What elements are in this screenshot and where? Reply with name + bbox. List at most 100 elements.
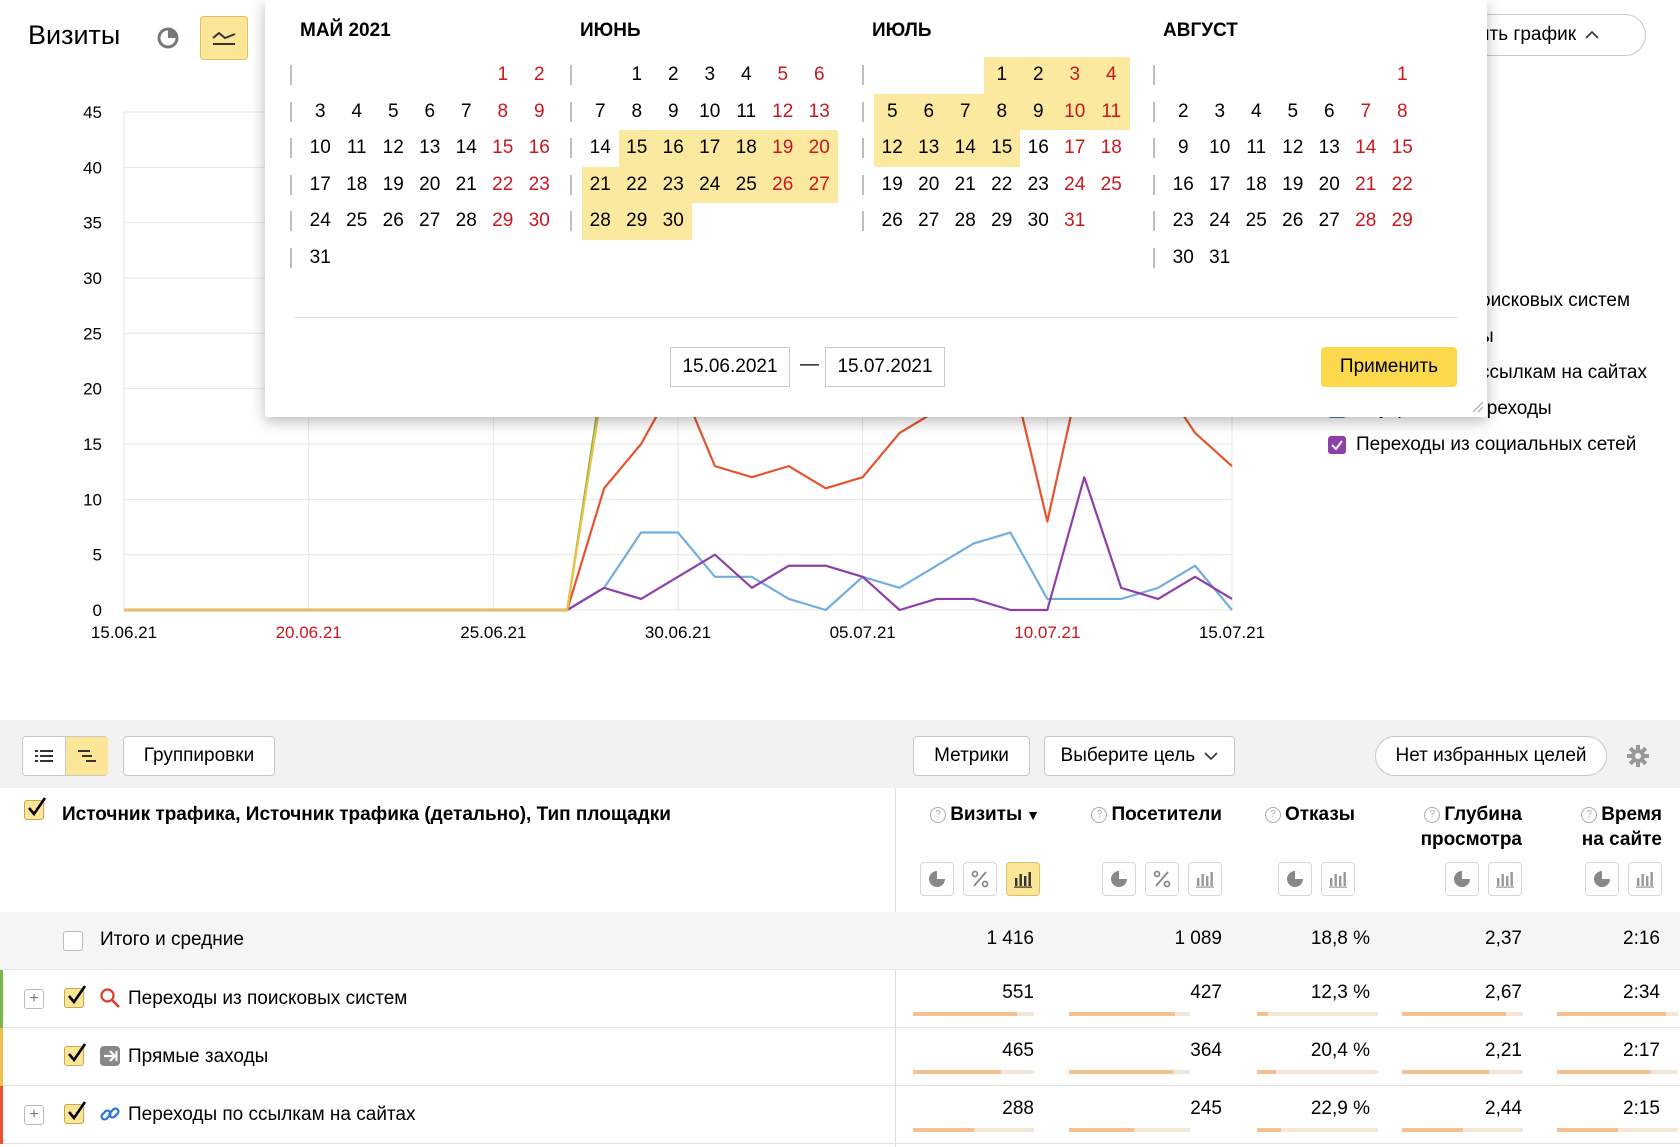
- row-checkbox[interactable]: [64, 1043, 87, 1066]
- calendar-day[interactable]: 5: [1287, 100, 1299, 122]
- calendar-day[interactable]: 15: [618, 130, 655, 167]
- calendar-day[interactable]: 4: [1093, 57, 1130, 94]
- calendar-day[interactable]: 8: [983, 93, 1020, 130]
- pie-chart-button[interactable]: [150, 22, 186, 54]
- calendar-day[interactable]: 17: [691, 130, 728, 167]
- calendar-day[interactable]: 12: [874, 130, 911, 167]
- percent-view-button[interactable]: [1145, 862, 1179, 896]
- calendar-day[interactable]: 21: [455, 173, 477, 195]
- calendar-day[interactable]: 7: [460, 100, 472, 122]
- row-label[interactable]: Переходы по ссылкам на сайтах: [128, 1104, 416, 1125]
- total-checkbox[interactable]: [63, 931, 83, 951]
- calendar-day[interactable]: 4: [740, 64, 752, 85]
- calendar-day[interactable]: 20: [1318, 173, 1340, 195]
- sort-desc-icon[interactable]: ▼: [1022, 807, 1040, 823]
- calendar-day[interactable]: 4: [1250, 100, 1262, 122]
- calendar-day[interactable]: 15: [983, 130, 1020, 167]
- calendar-day[interactable]: 29: [991, 210, 1013, 231]
- table-row[interactable]: Прямые заходы 465 364 20,4 % 2,21 2:17: [0, 1028, 1680, 1086]
- calendar-day[interactable]: 25: [1245, 210, 1267, 231]
- date-to-input[interactable]: 15.07.2021: [825, 347, 945, 387]
- legend-item[interactable]: оисковых систем: [1480, 290, 1630, 312]
- calendar-day[interactable]: 7: [1360, 100, 1372, 122]
- calendar-day[interactable]: 11: [346, 137, 367, 158]
- calendar-day[interactable]: 24: [1209, 210, 1231, 231]
- calendar-day[interactable]: 21: [582, 166, 619, 203]
- calendar-day[interactable]: 25: [728, 166, 765, 203]
- calendar-day[interactable]: 11: [736, 100, 757, 122]
- calendar-day[interactable]: 24: [309, 210, 331, 231]
- bar-view-button[interactable]: [1488, 862, 1522, 896]
- calendar-day[interactable]: 19: [764, 130, 801, 167]
- calendar-day[interactable]: 15: [492, 137, 514, 158]
- calendar-day[interactable]: 2: [667, 64, 679, 85]
- calendar-day[interactable]: 5: [777, 64, 789, 85]
- favorite-goals-button[interactable]: Нет избранных целей: [1375, 736, 1607, 776]
- pie-view-button[interactable]: [1278, 862, 1312, 896]
- calendar-day[interactable]: 27: [419, 210, 441, 231]
- calendar-day[interactable]: 5: [387, 100, 399, 122]
- calendar-day[interactable]: 29: [1391, 210, 1413, 231]
- calendar-day[interactable]: 7: [594, 100, 606, 122]
- calendar-day[interactable]: 18: [1245, 173, 1267, 195]
- calendar-day[interactable]: 3: [314, 100, 326, 122]
- calendar-day[interactable]: 29: [492, 210, 514, 231]
- calendar-day[interactable]: 13: [910, 130, 947, 167]
- bar-view-button[interactable]: [1006, 862, 1040, 896]
- calendar-day[interactable]: 22: [492, 173, 514, 195]
- calendar-day[interactable]: 30: [655, 203, 692, 240]
- expand-icon[interactable]: +: [24, 989, 44, 1009]
- select-goal-dropdown[interactable]: Выберите цель: [1044, 736, 1235, 776]
- calendar-day[interactable]: 14: [455, 137, 477, 158]
- calendar-day[interactable]: 10: [1209, 137, 1231, 158]
- calendar-day[interactable]: 19: [881, 173, 903, 195]
- pie-view-button[interactable]: [1102, 862, 1136, 896]
- calendar-day[interactable]: 10: [1056, 93, 1093, 130]
- calendar-day[interactable]: 21: [954, 173, 976, 195]
- column-header[interactable]: ? Посетители: [1091, 802, 1222, 827]
- calendar-day[interactable]: 29: [618, 203, 655, 240]
- apply-button[interactable]: Применить: [1321, 347, 1457, 387]
- calendar-day[interactable]: 3: [1056, 57, 1093, 94]
- pie-view-button[interactable]: [920, 862, 954, 896]
- calendar-day[interactable]: 12: [1282, 137, 1304, 158]
- calendar-day[interactable]: 17: [1209, 173, 1231, 195]
- calendar-day[interactable]: 23: [655, 166, 692, 203]
- column-header[interactable]: ? Отказы: [1264, 802, 1355, 827]
- calendar-day[interactable]: 15: [1391, 137, 1413, 158]
- calendar-day[interactable]: 11: [1246, 137, 1267, 158]
- column-header[interactable]: ? Визиты ▼: [930, 802, 1040, 828]
- calendar-day[interactable]: 4: [351, 100, 363, 122]
- calendar-day[interactable]: 27: [801, 166, 838, 203]
- calendar-day[interactable]: 9: [1020, 93, 1057, 130]
- calendar-day[interactable]: 6: [424, 100, 436, 122]
- calendar-day[interactable]: 2: [533, 64, 545, 85]
- column-header[interactable]: ? Время на сайте: [1581, 802, 1662, 852]
- calendar-day[interactable]: 12: [382, 137, 404, 158]
- calendar-day[interactable]: 26: [1282, 210, 1304, 231]
- calendar-day[interactable]: 8: [497, 100, 509, 122]
- percent-view-button[interactable]: [963, 862, 997, 896]
- resize-handle-icon[interactable]: [1473, 402, 1483, 412]
- calendar-day[interactable]: 30: [1027, 210, 1049, 231]
- calendar-day[interactable]: 9: [1177, 137, 1189, 158]
- calendar-day[interactable]: 8: [631, 100, 643, 122]
- calendar-day[interactable]: 2: [1020, 57, 1057, 94]
- calendar-day[interactable]: 31: [1064, 210, 1086, 231]
- calendar-day[interactable]: 1: [983, 57, 1020, 94]
- bar-view-button[interactable]: [1188, 862, 1222, 896]
- calendar-day[interactable]: 11: [1093, 93, 1130, 130]
- calendar-day[interactable]: 31: [309, 246, 331, 268]
- calendar-day[interactable]: 24: [1064, 173, 1086, 195]
- calendar-day[interactable]: 22: [618, 166, 655, 203]
- calendar-day[interactable]: 23: [528, 173, 550, 195]
- calendar-day[interactable]: 26: [764, 166, 801, 203]
- row-checkbox[interactable]: [64, 1101, 87, 1124]
- gear-icon[interactable]: [1626, 744, 1650, 768]
- calendar-day[interactable]: 9: [667, 100, 679, 122]
- calendar-day[interactable]: 10: [699, 100, 721, 122]
- calendar-day[interactable]: 28: [1355, 210, 1377, 231]
- calendar-day[interactable]: 22: [991, 173, 1013, 195]
- calendar-day[interactable]: 18: [728, 130, 765, 167]
- help-icon[interactable]: ?: [1264, 806, 1281, 823]
